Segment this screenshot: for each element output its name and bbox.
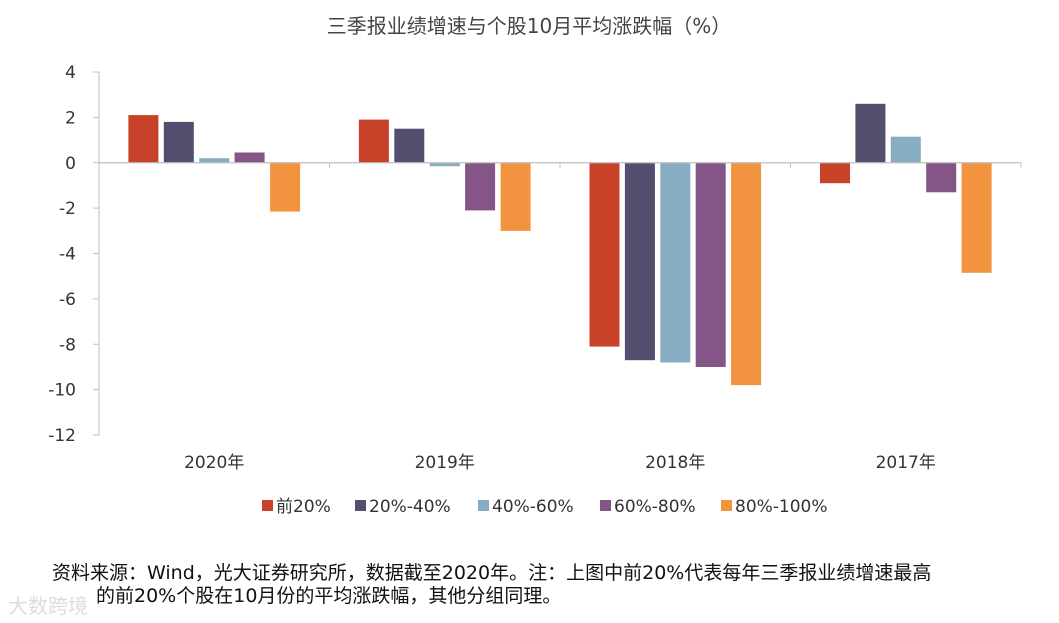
chart-title: 三季报业绩增速与个股10月平均涨跌幅（%）: [327, 14, 731, 38]
legend-swatch: [721, 500, 732, 511]
bar-1-2020年: [128, 115, 159, 163]
y-tick-label: -2: [59, 199, 76, 219]
legend-swatch: [478, 500, 489, 511]
legend-label: 60%-80%: [614, 497, 696, 517]
bar-1-2018年: [589, 162, 620, 347]
y-axis: 4 2 0 -2 -4 -6 -8 -10 -12: [48, 63, 100, 446]
legend-label: 40%-60%: [492, 497, 574, 517]
watermark-logo: 大数跨境: [8, 590, 88, 619]
legend: 前20% 20%-40% 40%-60% 60%-80% 80%-100%: [262, 497, 828, 517]
y-tick-label: -4: [59, 245, 76, 265]
y-tick-label: -6: [59, 290, 76, 310]
y-tick-label: -8: [59, 335, 76, 355]
bar-5-2020年: [270, 162, 301, 212]
y-tick-label: 0: [65, 154, 76, 174]
bar-5-2019年: [500, 162, 531, 231]
bar-series: [128, 103, 992, 386]
source-note-line-2: 的前20%个股在10月份的平均涨跌幅，其他分组同理。: [96, 585, 562, 607]
x-category-label: 2020年: [184, 453, 244, 473]
bar-1-2019年: [358, 119, 389, 163]
legend-label: 前20%: [276, 497, 331, 517]
x-category-label: 2019年: [415, 453, 475, 473]
x-category-label: 2018年: [645, 453, 705, 473]
bar-3-2018年: [660, 162, 691, 363]
bar-3-2017年: [890, 136, 921, 163]
bar-2-2017年: [855, 103, 886, 163]
bar-4-2020年: [234, 152, 265, 163]
y-tick-label: 4: [65, 63, 76, 83]
bar-1-2017年: [820, 162, 850, 184]
bar-2-2019年: [394, 128, 425, 163]
y-tick-label: -12: [48, 426, 76, 446]
y-tick-label: 2: [65, 108, 76, 128]
bar-3-2019年: [429, 162, 460, 167]
source-note: 资料来源：Wind，光大证券研究所，数据截至2020年。注：上图中前20%代表每…: [52, 562, 1042, 608]
legend-swatch: [355, 500, 366, 511]
watermark-text: 大数跨境: [8, 594, 88, 618]
bar-4-2018年: [695, 162, 726, 367]
legend-swatch: [600, 500, 611, 511]
bar-3-2020年: [199, 158, 230, 163]
bar-2-2020年: [163, 121, 194, 163]
bar-4-2019年: [465, 162, 496, 211]
legend-swatch: [262, 500, 273, 511]
bar-5-2017年: [961, 162, 992, 273]
bar-4-2017年: [926, 162, 957, 193]
source-note-line-1: 资料来源：Wind，光大证券研究所，数据截至2020年。注：上图中前20%代表每…: [52, 562, 932, 584]
y-tick-label: -10: [48, 381, 76, 401]
x-axis: 2020年 2019年 2018年 2017年: [98, 162, 1022, 473]
legend-label: 20%-40%: [369, 497, 451, 517]
bar-5-2018年: [731, 162, 762, 386]
x-category-label: 2017年: [876, 453, 936, 473]
legend-label: 80%-100%: [735, 497, 828, 517]
bar-2-2018年: [624, 162, 655, 361]
